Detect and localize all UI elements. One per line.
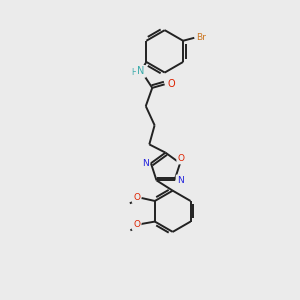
Text: N: N — [177, 176, 184, 185]
Text: O: O — [167, 79, 175, 89]
Text: O: O — [133, 193, 140, 202]
Text: H: H — [131, 68, 137, 77]
Text: N: N — [137, 66, 145, 76]
Text: O: O — [133, 220, 140, 229]
Text: O: O — [178, 154, 185, 163]
Text: N: N — [142, 159, 148, 168]
Text: Br: Br — [196, 33, 206, 42]
